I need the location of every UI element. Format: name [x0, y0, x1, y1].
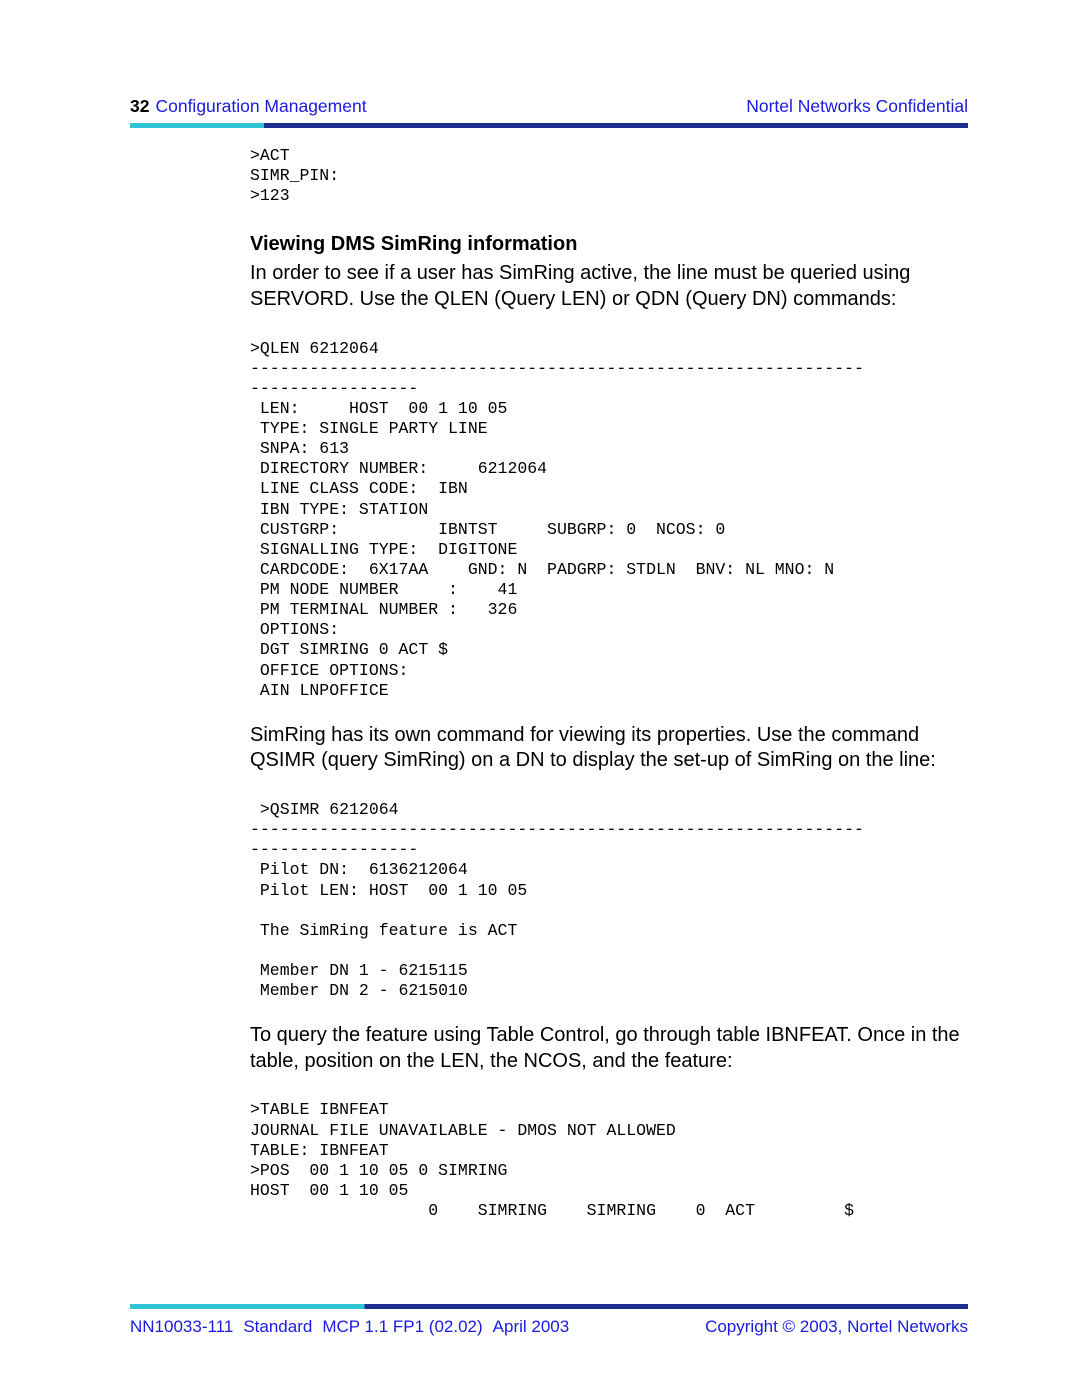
footer-copyright: Copyright © 2003, Nortel Networks [705, 1317, 968, 1337]
footer-status: Standard [243, 1317, 312, 1337]
header-rule [130, 123, 968, 128]
header-left: 32 Configuration Management [130, 96, 367, 117]
footer-left: NN10033-111 Standard MCP 1.1 FP1 (02.02)… [130, 1317, 569, 1337]
footer-date: April 2003 [493, 1317, 570, 1337]
para-table-control: To query the feature using Table Control… [250, 1023, 964, 1074]
footer-row: NN10033-111 Standard MCP 1.1 FP1 (02.02)… [130, 1317, 968, 1337]
code-ibnfeat-block: >TABLE IBNFEAT JOURNAL FILE UNAVAILABLE … [250, 1100, 964, 1221]
page-number: 32 [130, 96, 149, 117]
code-qsimr-block: >QSIMR 6212064 -------------------------… [250, 800, 964, 1001]
heading-viewing-simring: Viewing DMS SimRing information [250, 232, 964, 257]
header-right: Nortel Networks Confidential [746, 96, 968, 117]
footer-rule [130, 1304, 968, 1309]
header-row: 32 Configuration Management Nortel Netwo… [130, 96, 968, 117]
footer-version: MCP 1.1 FP1 (02.02) [322, 1317, 482, 1337]
code-qlen-block: >QLEN 6212064 --------------------------… [250, 339, 964, 701]
content: >ACT SIMR_PIN: >123 Viewing DMS SimRing … [130, 146, 968, 1221]
page: 32 Configuration Management Nortel Netwo… [0, 0, 1080, 1397]
para-intro: In order to see if a user has SimRing ac… [250, 261, 964, 312]
para-qsimr: SimRing has its own command for viewing … [250, 723, 964, 774]
code-act-block: >ACT SIMR_PIN: >123 [250, 146, 964, 206]
footer-doc: NN10033-111 [130, 1317, 233, 1337]
header-section: Configuration Management [155, 96, 366, 117]
